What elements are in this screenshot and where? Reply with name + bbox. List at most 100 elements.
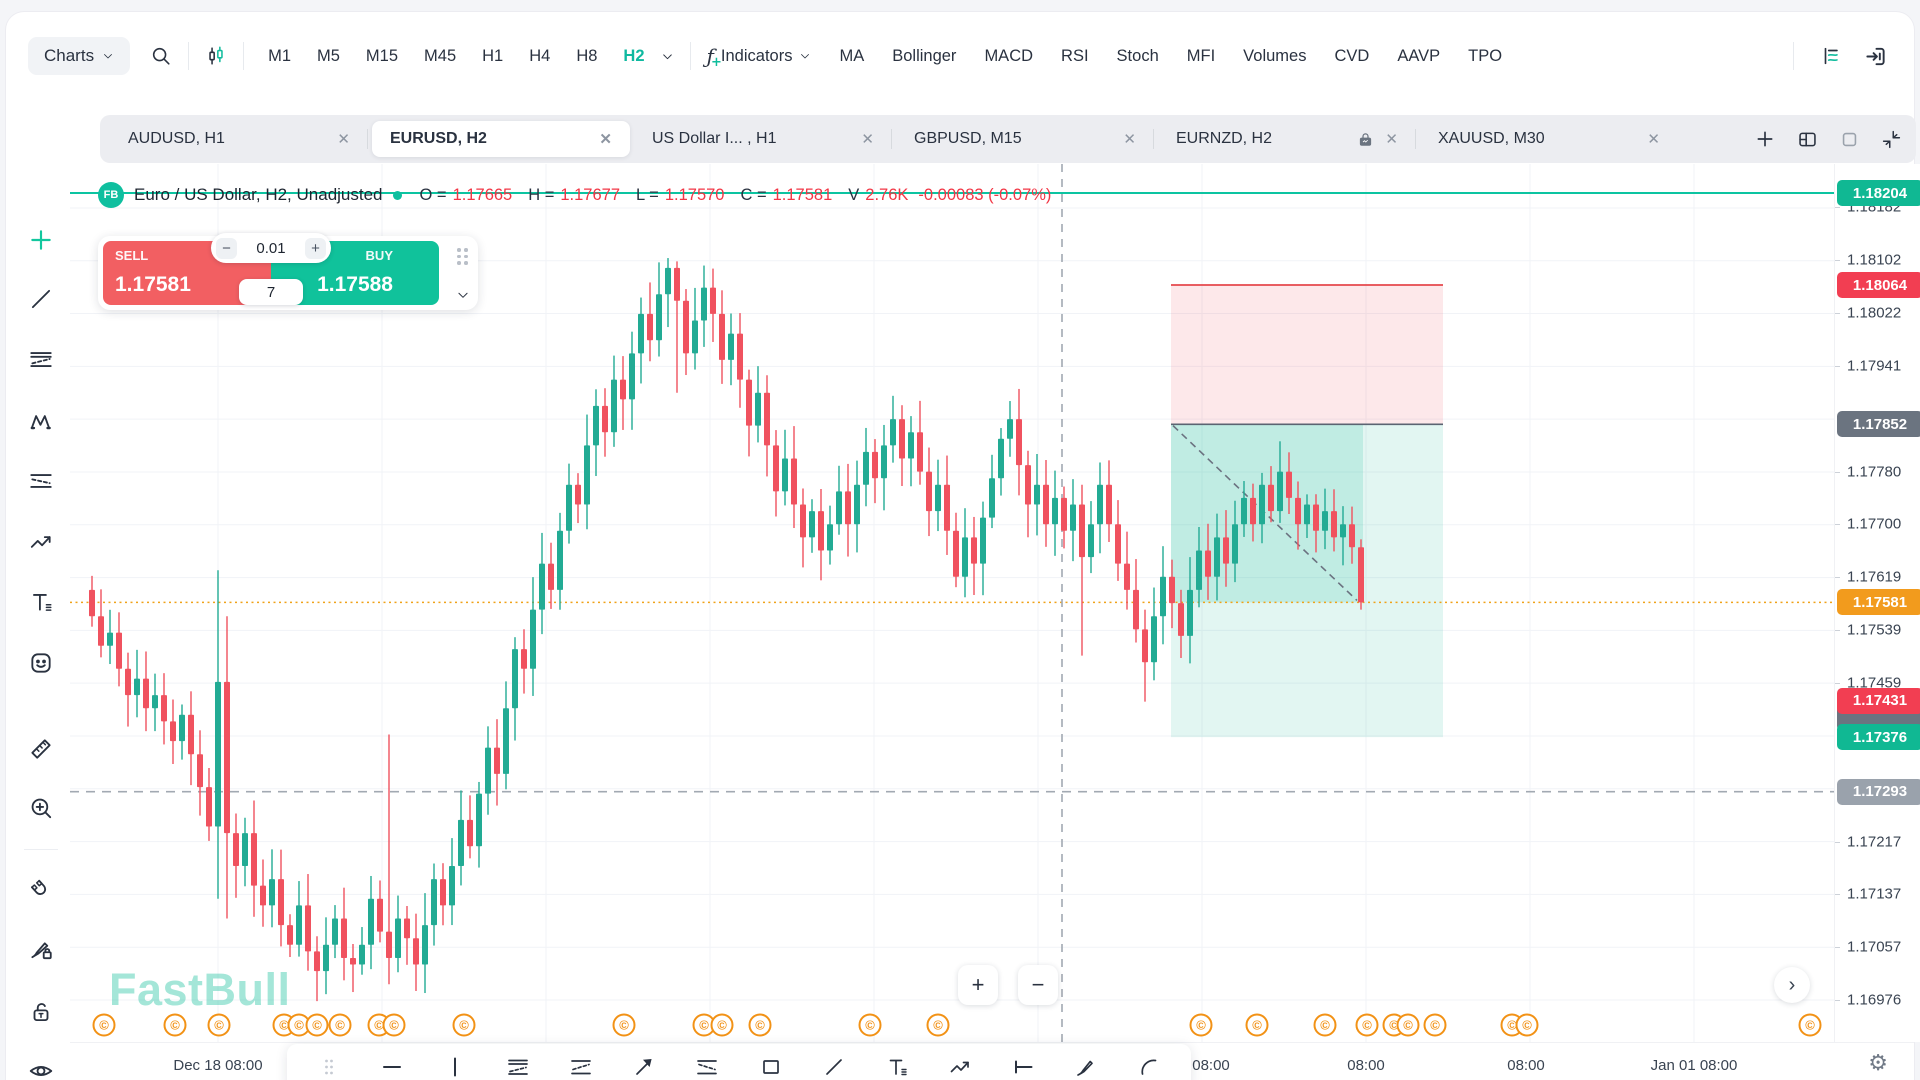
draw-tool-arrow-trend[interactable] xyxy=(945,1052,975,1080)
copyright-sticker[interactable]: © xyxy=(926,1013,950,1037)
copyright-sticker[interactable]: © xyxy=(710,1013,734,1037)
copyright-sticker[interactable]: © xyxy=(1423,1013,1447,1037)
draw-tool-trend-line[interactable] xyxy=(819,1052,849,1080)
tab-gbpusd[interactable]: GBPUSD, M15 ✕ xyxy=(896,121,1154,157)
copyright-sticker[interactable]: © xyxy=(1245,1013,1269,1037)
sidebar-tool-add[interactable] xyxy=(23,222,59,258)
quantity-value[interactable]: 0.01 xyxy=(256,239,286,257)
close-tab-icon[interactable]: ✕ xyxy=(861,131,874,148)
draw-tool-ascending-channel[interactable] xyxy=(566,1052,596,1080)
draw-tool-arrow-marker[interactable] xyxy=(629,1052,659,1080)
draw-tool-horizontal-line[interactable] xyxy=(377,1052,407,1080)
journal-button[interactable] xyxy=(1814,39,1848,73)
copyright-sticker[interactable]: © xyxy=(1396,1013,1420,1037)
tab-eurusd[interactable]: EURUSD, H2 ✕ xyxy=(372,121,630,157)
sidebar-tool-text[interactable] xyxy=(23,584,59,620)
zoom-out-button[interactable]: − xyxy=(1018,965,1058,1005)
charts-menu-button[interactable]: Charts xyxy=(28,37,131,75)
copyright-sticker[interactable]: © xyxy=(207,1013,231,1037)
layout-grid-icon[interactable] xyxy=(1797,129,1818,150)
tab-audusd[interactable]: AUDUSD, H1 ✕ xyxy=(110,121,368,157)
quantity-plus-button[interactable]: + xyxy=(304,237,326,259)
indicator-shortcut-stoch[interactable]: Stoch xyxy=(1116,46,1159,65)
scroll-to-realtime-button[interactable]: › xyxy=(1774,967,1810,1003)
draw-tool-brush[interactable] xyxy=(1071,1052,1101,1080)
draw-tool-parallel-channel[interactable] xyxy=(503,1052,533,1080)
copyright-sticker[interactable]: © xyxy=(748,1013,772,1037)
draw-tool-drag-handle[interactable] xyxy=(314,1052,344,1080)
draw-tool-horizontal-ray[interactable] xyxy=(1008,1052,1038,1080)
copyright-sticker[interactable]: © xyxy=(1798,1013,1822,1037)
sidebar-tool-unlock-text[interactable] xyxy=(23,994,59,1030)
sidebar-tool-zoom-in-tool[interactable] xyxy=(23,790,59,826)
draw-tool-rectangle[interactable] xyxy=(756,1052,786,1080)
panel-collapse-icon[interactable] xyxy=(456,288,470,302)
copyright-sticker[interactable]: © xyxy=(163,1013,187,1037)
copyright-sticker[interactable]: © xyxy=(1355,1013,1379,1037)
draw-tool-descending-channel[interactable] xyxy=(692,1052,722,1080)
close-tab-icon[interactable]: ✕ xyxy=(1385,131,1398,148)
draw-tool-arc[interactable] xyxy=(1134,1052,1164,1080)
timeframe-m15[interactable]: M15 xyxy=(365,46,399,65)
tab-xauusd[interactable]: XAUUSD, M30 ✕ xyxy=(1420,121,1678,157)
sidebar-tool-emoji[interactable] xyxy=(23,645,59,681)
indicator-shortcut-volumes[interactable]: Volumes xyxy=(1243,46,1307,65)
draw-tool-vertical-line[interactable] xyxy=(440,1052,470,1080)
tab-eurnzd[interactable]: EURNZD, H2 ✕ xyxy=(1158,121,1416,157)
sidebar-tool-trend-arrow[interactable] xyxy=(23,524,59,560)
draw-tool-text[interactable] xyxy=(882,1052,912,1080)
copyright-sticker[interactable]: © xyxy=(858,1013,882,1037)
sidebar-tool-measure[interactable] xyxy=(23,731,59,767)
timeframe-h4[interactable]: H4 xyxy=(529,46,551,65)
indicator-shortcut-macd[interactable]: MACD xyxy=(984,46,1034,65)
sidebar-tool-pattern[interactable] xyxy=(23,403,59,439)
timeframe-m45[interactable]: M45 xyxy=(424,46,457,65)
indicator-shortcut-tpo[interactable]: TPO xyxy=(1468,46,1503,65)
add-tab-icon[interactable] xyxy=(1755,129,1775,149)
quantity-minus-button[interactable]: − xyxy=(216,237,237,259)
timeframe-h2[interactable]: H2 xyxy=(623,46,645,65)
copyright-sticker[interactable]: © xyxy=(1515,1013,1539,1037)
copyright-sticker[interactable]: © xyxy=(92,1013,116,1037)
price-axis[interactable]: 1.18182 1.18102 1.18022 1.17941 1.17780 1.177… xyxy=(1834,164,1920,1042)
indicator-shortcut-cvd[interactable]: CVD xyxy=(1334,46,1370,65)
timeframe-m5[interactable]: M5 xyxy=(317,46,340,65)
close-tab-icon[interactable]: ✕ xyxy=(1647,131,1660,148)
copyright-sticker[interactable]: © xyxy=(1189,1013,1213,1037)
sidebar-tool-hide-drawings[interactable] xyxy=(23,1053,59,1080)
sign-in-button[interactable] xyxy=(1858,39,1892,73)
indicator-shortcut-ma[interactable]: MA xyxy=(839,46,865,65)
chart-area[interactable]: FastBull © © © © © © © © © © © © © © © © © © © © © © © © © © FB E… xyxy=(70,164,1834,1080)
sidebar-tool-lock-drawings[interactable] xyxy=(23,931,59,967)
indicator-shortcut-aavp[interactable]: AAVP xyxy=(1397,46,1441,65)
close-tab-icon[interactable]: ✕ xyxy=(1123,131,1136,148)
copyright-sticker[interactable]: © xyxy=(328,1013,352,1037)
tab-us-dollar-i-[interactable]: US Dollar I... , H1 ✕ xyxy=(634,121,892,157)
sidebar-tool-parallel-channel[interactable] xyxy=(23,341,59,377)
indicator-shortcut-bollinger[interactable]: Bollinger xyxy=(892,46,957,65)
copyright-sticker[interactable]: © xyxy=(1313,1013,1337,1037)
timeframe-h8[interactable]: H8 xyxy=(576,46,598,65)
symbol-title[interactable]: Euro / US Dollar, H2, Unadjusted xyxy=(134,185,383,204)
copyright-sticker[interactable]: © xyxy=(612,1013,636,1037)
indicators-button[interactable]: ƒ + Indicators xyxy=(707,44,812,70)
panel-drag-handle[interactable] xyxy=(457,248,468,265)
chart-style-button[interactable] xyxy=(199,39,233,73)
close-tab-icon[interactable]: ✕ xyxy=(337,131,350,148)
copyright-sticker[interactable]: © xyxy=(452,1013,476,1037)
search-button[interactable] xyxy=(144,39,178,73)
close-tab-icon[interactable]: ✕ xyxy=(599,131,612,148)
sidebar-tool-magnet[interactable] xyxy=(23,872,59,908)
collapse-icon[interactable] xyxy=(1881,129,1902,150)
indicator-shortcut-mfi[interactable]: MFI xyxy=(1186,46,1216,65)
sidebar-tool-descending-channel[interactable] xyxy=(23,463,59,499)
copyright-sticker[interactable]: © xyxy=(382,1013,406,1037)
timeframe-h1[interactable]: H1 xyxy=(482,46,504,65)
settings-gear-icon[interactable]: ⚙ xyxy=(1868,1051,1888,1076)
maximize-icon[interactable] xyxy=(1840,130,1859,149)
timeframe-m1[interactable]: M1 xyxy=(268,46,291,65)
position-risk-zone[interactable] xyxy=(1171,285,1443,425)
copyright-sticker[interactable]: © xyxy=(305,1013,329,1037)
timeframe-expand-icon[interactable] xyxy=(661,50,674,63)
sidebar-tool-trend-line[interactable] xyxy=(23,281,59,317)
